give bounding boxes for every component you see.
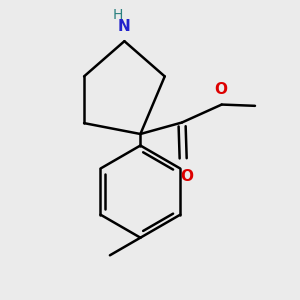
Text: O: O [214,82,228,97]
Text: H: H [113,8,123,22]
Text: N: N [118,19,131,34]
Text: O: O [180,169,193,184]
